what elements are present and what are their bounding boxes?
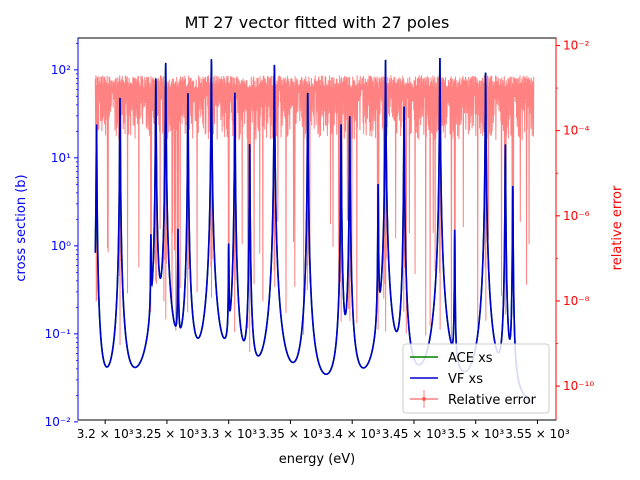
legend: ACE xs VF xs Relative error: [402, 343, 550, 414]
x-tick-label: 3.25 × 10³: [135, 427, 200, 441]
x-tick-label: 3.5 × 10³: [447, 427, 504, 441]
x-tick-label: 3.45 × 10³: [382, 427, 447, 441]
y-right-tick-label: 10⁻⁸: [563, 294, 590, 308]
legend-frame: [402, 343, 550, 414]
legend-label-vf: VF xs: [448, 372, 483, 387]
legend-label-error: Relative error: [448, 393, 537, 408]
x-tick-label: 3.2 × 10³: [77, 427, 134, 441]
y-right-tick-label: 10⁻¹⁰: [563, 379, 594, 393]
x-tick-label: 3.4 × 10³: [324, 427, 381, 441]
y-axis-left: 10⁻² 10⁻¹ 10⁰ 10¹ 10²: [45, 38, 79, 429]
chart-title: MT 27 vector fitted with 27 poles: [185, 13, 450, 32]
y-right-tick-label: 10⁻²: [563, 38, 590, 52]
x-axis: 3.2 × 10³ 3.25 × 10³ 3.3 × 10³ 3.35 × 10³ 3.…: [77, 420, 570, 441]
y-axis-label-left: cross section (b): [14, 174, 29, 281]
y-tick-label: 10⁻²: [45, 415, 72, 429]
y-tick-label: 10⁻¹: [45, 327, 72, 341]
relative-error-line: [94, 75, 535, 353]
x-tick-label: 3.55 × 10³: [505, 427, 570, 441]
relative-error-series: [94, 75, 535, 353]
x-tick-label: 3.35 × 10³: [258, 427, 323, 441]
y-tick-label: 10²: [51, 63, 71, 77]
y-right-tick-label: 10⁻⁴: [563, 124, 590, 138]
legend-label-ace: ACE xs: [448, 351, 493, 366]
x-axis-label: energy (eV): [279, 452, 355, 467]
y-axis-label-right: relative error: [610, 185, 625, 270]
x-tick-label: 3.3 × 10³: [200, 427, 257, 441]
y-tick-label: 10⁰: [51, 239, 71, 253]
y-tick-label: 10¹: [51, 151, 71, 165]
y-right-tick-label: 10⁻⁶: [563, 209, 590, 223]
y-axis-right: 10⁻¹⁰ 10⁻⁸ 10⁻⁶ 10⁻⁴ 10⁻²: [555, 38, 594, 420]
